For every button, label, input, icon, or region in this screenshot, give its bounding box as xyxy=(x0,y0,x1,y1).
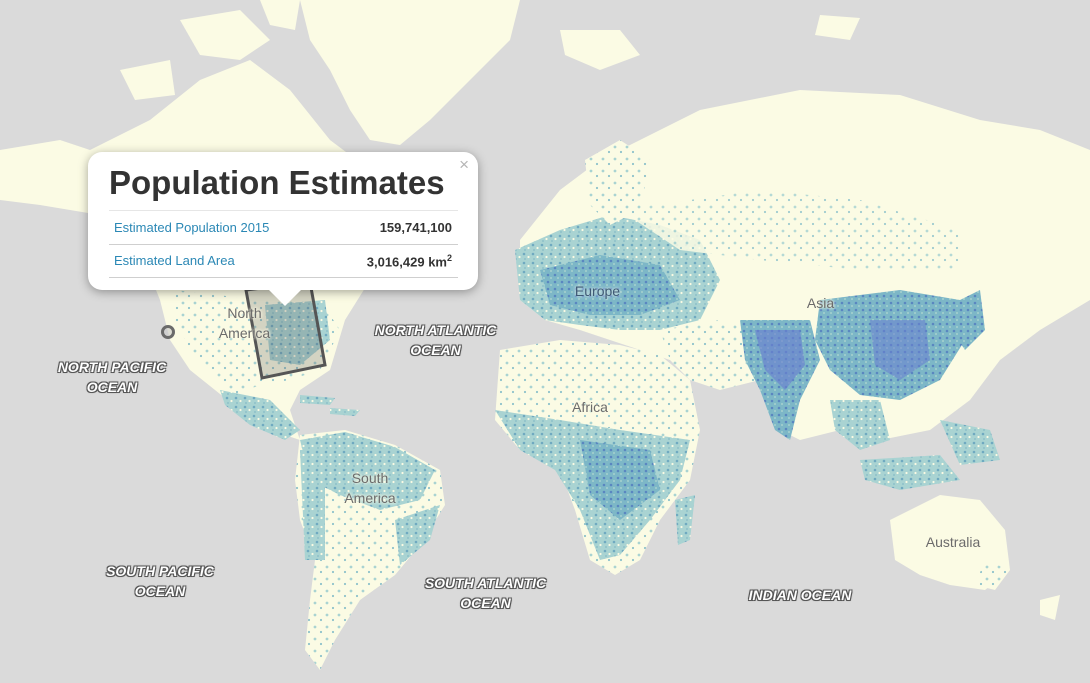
location-marker[interactable] xyxy=(161,325,175,339)
population-label: Estimated Population 2015 xyxy=(114,220,270,235)
popup-title: Population Estimates xyxy=(109,164,445,201)
close-icon[interactable]: × xyxy=(459,155,469,174)
land-area-unit-exponent: 2 xyxy=(446,253,452,263)
continent-label-north-america: North America xyxy=(218,305,271,341)
australia-landmass xyxy=(890,495,1060,620)
popup-row-population: Estimated Population 2015 159,741,100 xyxy=(109,210,458,245)
land-area-value: 3,016,429 km2 xyxy=(367,253,452,269)
land-area-number: 3,016,429 km xyxy=(366,254,447,270)
south-america-landmass xyxy=(295,430,445,670)
ocean-label-north-atlantic: NORTH ATLANTIC OCEAN xyxy=(374,322,497,358)
continent-label-europe: Europe xyxy=(574,283,621,299)
africa-landmass xyxy=(495,340,700,575)
continent-label-africa: Africa xyxy=(572,399,608,415)
continent-label-south-america: South America xyxy=(344,470,396,506)
popup-row-land-area: Estimated Land Area 3,016,429 km2 xyxy=(109,244,458,278)
continent-label-australia: Australia xyxy=(925,534,981,550)
population-value: 159,741,100 xyxy=(379,220,452,235)
popup-tip xyxy=(268,289,302,306)
greenland-landmass xyxy=(300,0,860,145)
population-popup: × Population Estimates Estimated Populat… xyxy=(88,152,478,306)
ocean-label-south-pacific: SOUTH PACIFIC OCEAN xyxy=(106,563,214,599)
ocean-label-north-pacific: NORTH PACIFIC OCEAN xyxy=(57,359,167,395)
continent-label-asia: Asia xyxy=(806,295,835,311)
land-area-label: Estimated Land Area xyxy=(114,253,235,268)
ocean-label-indian: INDIAN OCEAN xyxy=(748,587,852,603)
ocean-label-south-atlantic: SOUTH ATLANTIC OCEAN xyxy=(424,575,547,611)
eurasia-landmass xyxy=(515,90,1090,490)
